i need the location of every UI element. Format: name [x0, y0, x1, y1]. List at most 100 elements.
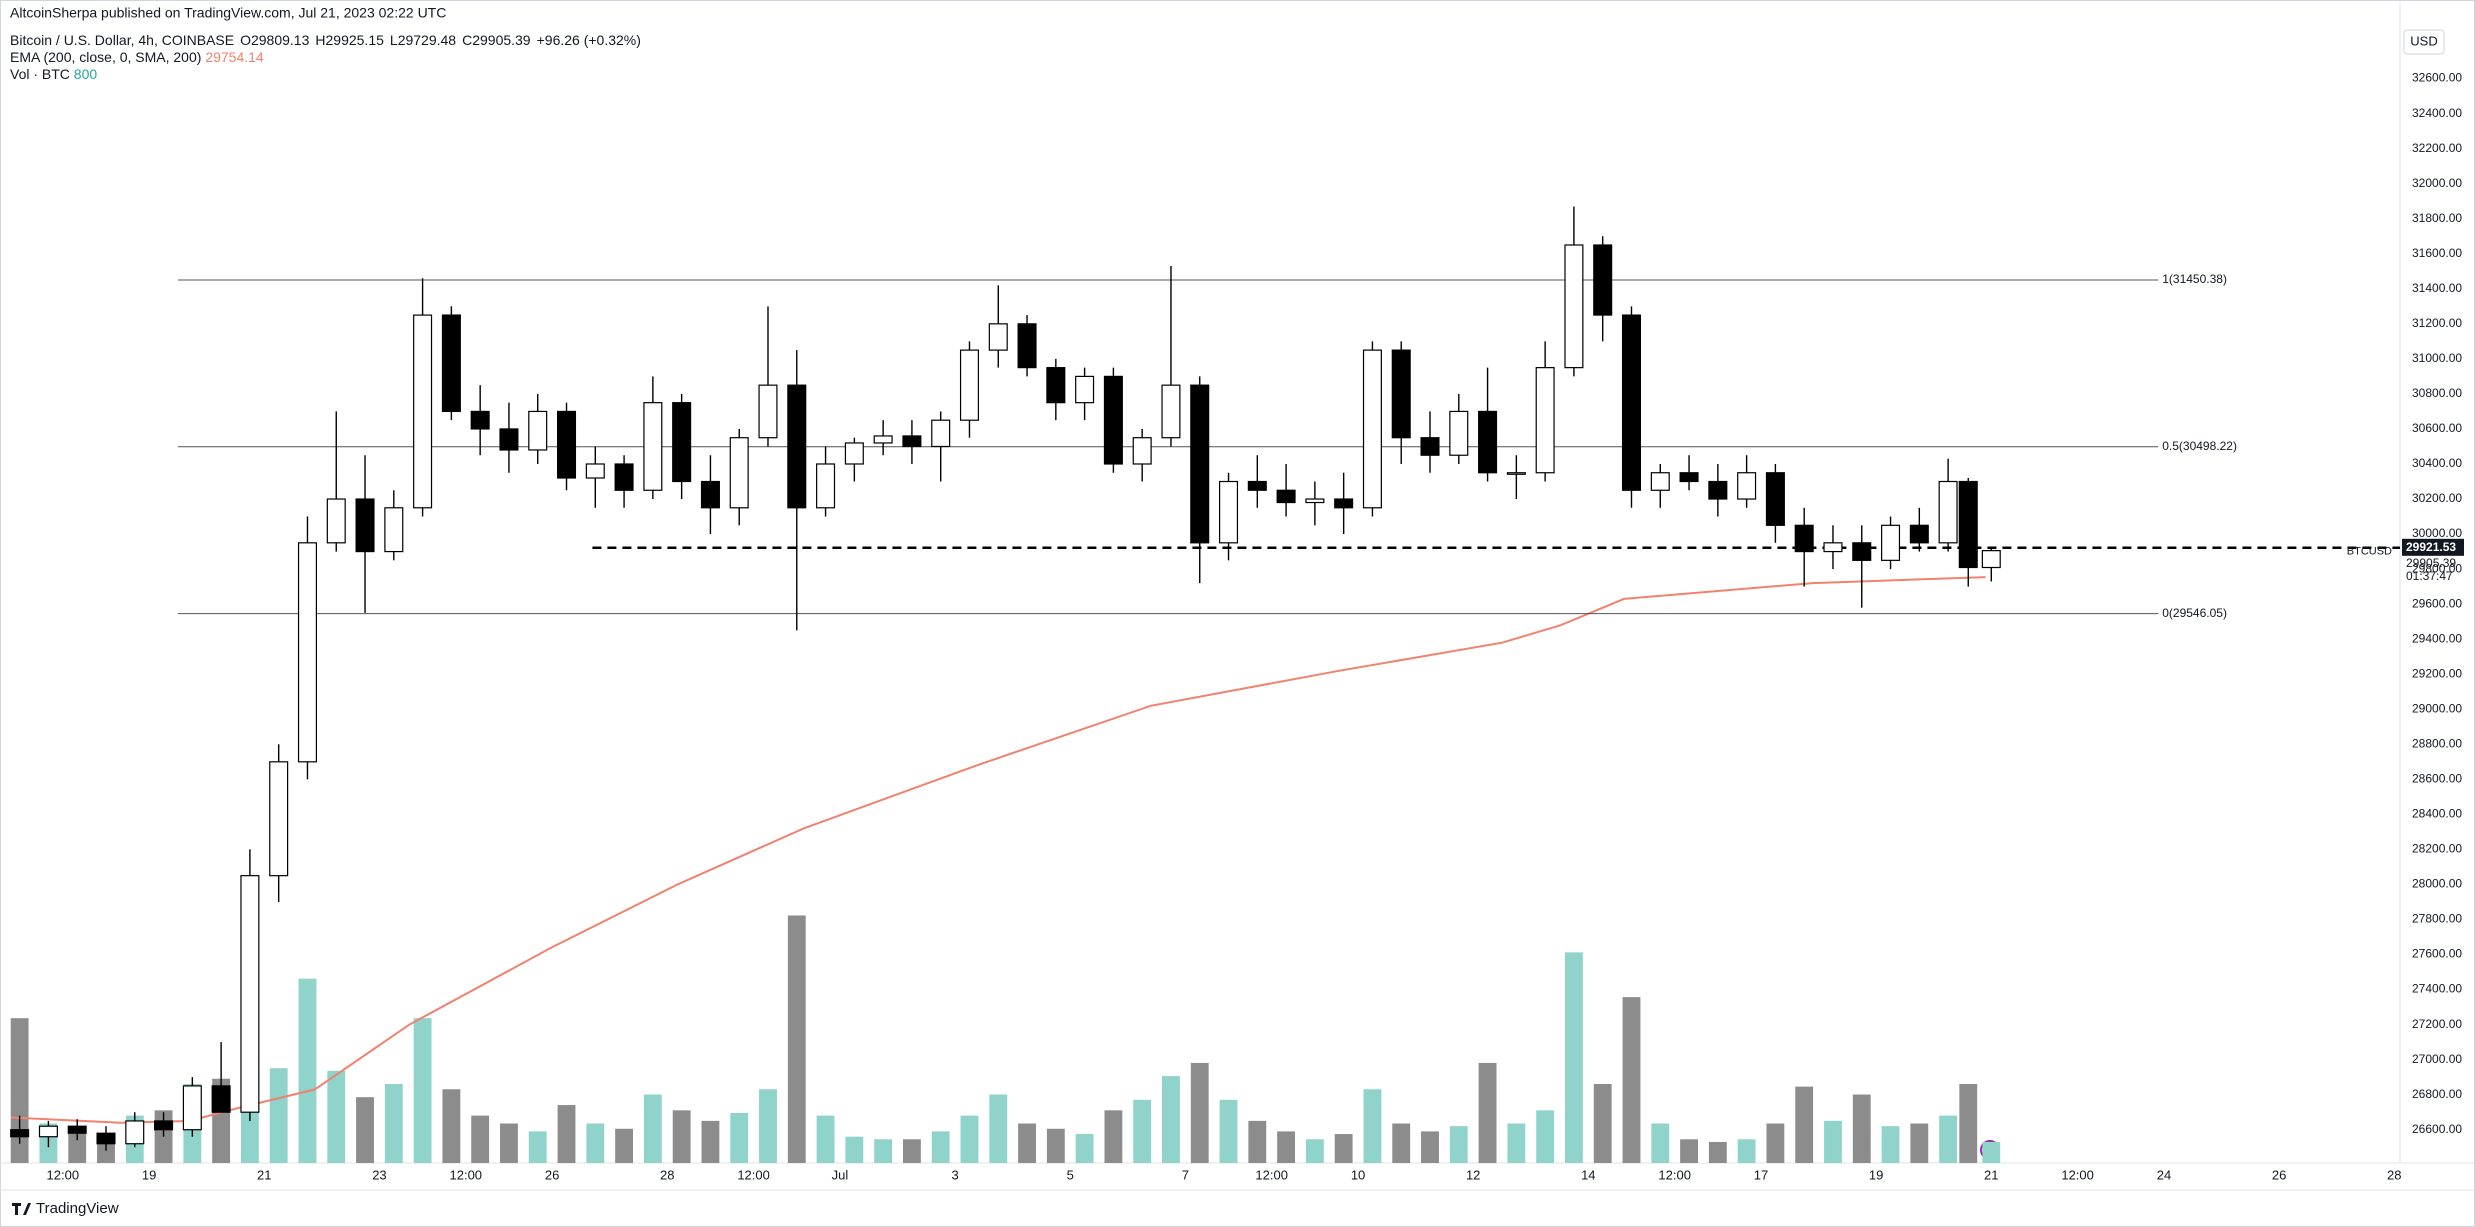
footer-logo: TradingView — [12, 1200, 119, 1217]
candle — [154, 1112, 174, 1137]
candle-body — [1334, 498, 1354, 509]
candle — [1981, 547, 2001, 582]
candle — [672, 393, 692, 500]
y-tick-label: 30200.00 — [2412, 491, 2462, 505]
currency-button[interactable] — [2403, 29, 2445, 55]
candle-body — [988, 323, 1008, 351]
x-tick-label: 12:00 — [450, 1167, 483, 1182]
candle-body — [1765, 472, 1785, 526]
candle — [1420, 411, 1440, 473]
volume-layer — [10, 915, 2001, 1163]
candle — [384, 490, 404, 561]
candle-body — [556, 410, 577, 479]
candle-body — [1881, 524, 1901, 561]
candle — [902, 420, 922, 464]
candle — [700, 455, 720, 535]
candle — [758, 306, 778, 447]
y-tick-label: 28400.00 — [2412, 807, 2462, 821]
ema-layer — [10, 576, 1986, 1124]
volume-bar — [1680, 1139, 1698, 1163]
candle-body — [643, 402, 663, 491]
volume-bar — [1959, 1084, 1978, 1163]
candle — [1765, 463, 1785, 543]
candle-body — [1650, 472, 1670, 491]
y-tick-label: 27800.00 — [2412, 912, 2462, 926]
volume-bar — [10, 1018, 29, 1163]
y-tick-label: 30400.00 — [2412, 456, 2462, 470]
candle-body — [1391, 349, 1411, 439]
y-tick-label: 29400.00 — [2412, 631, 2462, 645]
volume-bar — [1162, 1076, 1180, 1163]
candle — [1909, 507, 1929, 552]
volume-bar — [1392, 1123, 1411, 1163]
y-tick-label: 30800.00 — [2412, 386, 2462, 400]
candle — [1103, 367, 1123, 473]
candle — [1276, 463, 1296, 517]
x-tick-label: 19 — [1869, 1167, 1883, 1182]
candle-body — [787, 384, 807, 509]
candle — [1362, 341, 1382, 517]
candle-body — [931, 419, 951, 448]
candle — [1046, 358, 1066, 421]
candle-body — [1593, 244, 1613, 316]
volume-bar — [1708, 1141, 1727, 1163]
candle — [1938, 458, 1958, 552]
candle — [1132, 428, 1152, 482]
candle — [1535, 341, 1555, 482]
volume-bar — [1104, 1110, 1123, 1163]
x-tick-label: 10 — [1351, 1167, 1365, 1182]
volume-bar — [1449, 1126, 1468, 1163]
candle-body — [96, 1132, 116, 1145]
volume-bar — [902, 1139, 921, 1163]
volume-bar — [1277, 1131, 1296, 1163]
candle-body — [413, 314, 433, 509]
ema-value: 29754.14 — [205, 49, 264, 65]
x-tick-label: 12:00 — [2061, 1167, 2094, 1182]
candle — [1391, 341, 1411, 464]
candle-body — [355, 498, 375, 553]
ohlc-value: C29905.39 — [462, 32, 531, 48]
volume-bar — [1075, 1134, 1094, 1163]
fib-label: 0.5(30498.22) — [2162, 439, 2237, 453]
currency[interactable]: USD — [2410, 33, 2437, 48]
x-tick-label: 14 — [1581, 1167, 1595, 1182]
candle — [1852, 525, 1872, 608]
volume-bar — [643, 1094, 662, 1163]
candle — [269, 744, 289, 902]
volume-bar — [586, 1123, 605, 1163]
ohlc: O29809.13 H29925.15 L29729.48 C29905.39 +96.… — [240, 32, 641, 48]
candle-body — [1017, 323, 1037, 369]
candle-body — [269, 761, 289, 877]
volume-bar — [327, 1070, 346, 1163]
publisher: AltcoinSherpa published on TradingView.c… — [10, 5, 446, 21]
candle-body — [499, 428, 519, 451]
candle — [1679, 455, 1699, 491]
candle — [988, 285, 1008, 368]
volume-bar — [1737, 1139, 1756, 1163]
candle — [844, 437, 864, 482]
volume-bar — [874, 1139, 893, 1163]
candle — [1958, 478, 1978, 587]
volume-bar — [500, 1123, 518, 1163]
candle — [211, 1042, 231, 1113]
candle-body — [758, 384, 778, 439]
y-tick-label: 29600.00 — [2412, 596, 2462, 610]
candle — [585, 446, 605, 508]
volume-bar — [1046, 1128, 1065, 1163]
candle-body — [873, 435, 893, 444]
candle-body — [1449, 410, 1469, 456]
candle — [1794, 507, 1814, 587]
volume-bar — [1305, 1139, 1324, 1163]
y-tick-label: 30000.00 — [2412, 526, 2462, 540]
candle-body — [1132, 437, 1152, 465]
volume-bar — [672, 1110, 691, 1163]
volume-bar — [759, 1089, 777, 1163]
volume-bar — [1852, 1094, 1871, 1163]
candle — [96, 1126, 116, 1151]
volume-bar — [1507, 1123, 1526, 1163]
volume-bar — [730, 1112, 749, 1163]
candle-body — [902, 435, 922, 448]
y-tick-label: 27000.00 — [2412, 1052, 2462, 1066]
x-tick-label: 12:00 — [1255, 1167, 1288, 1182]
candle-body — [844, 442, 864, 465]
